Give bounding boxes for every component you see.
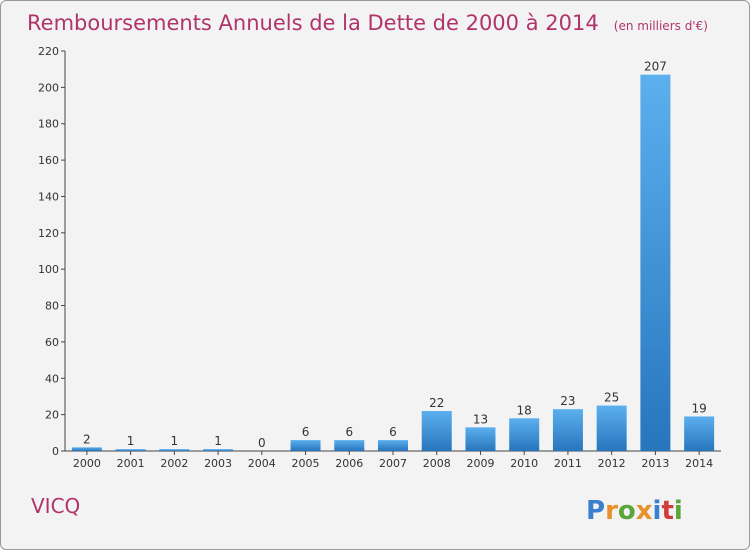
value-label-2001: 1 [127,434,135,448]
bars-group [71,74,715,452]
value-label-2002: 1 [171,434,179,448]
commune-name: VICQ [31,494,80,518]
bar-2000 [71,447,102,451]
bar-2006 [334,440,365,451]
x-tick-label: 2008 [423,457,451,470]
bar-2011 [552,409,583,451]
bar-2014 [684,416,715,451]
y-tick-label: 0 [52,445,59,458]
value-label-2009: 13 [473,412,488,426]
x-tick-label: 2007 [379,457,407,470]
bar-2010 [509,418,540,451]
value-label-2012: 25 [604,391,619,405]
value-label-2008: 22 [429,396,444,410]
y-tick-label: 60 [45,336,59,349]
value-label-2003: 1 [214,434,222,448]
value-label-2000: 2 [83,432,91,446]
x-tick-label: 2012 [598,457,626,470]
x-tick-label: 2005 [292,457,320,470]
x-tick-label: 2000 [73,457,101,470]
chart-title-group: Remboursements Annuels de la Dette de 20… [27,11,708,35]
value-label-2013: 207 [644,60,667,74]
x-tick-label: 2011 [554,457,582,470]
value-label-2006: 6 [345,425,353,439]
chart-unit: (en milliers d'€) [614,19,708,33]
proxiti-logo-text: Proxiti [586,496,683,526]
bar-2009 [465,427,496,451]
value-label-2010: 18 [517,403,532,417]
x-tick-label: 2001 [117,457,145,470]
bar-2008 [421,411,452,451]
x-tick-label: 2003 [204,457,232,470]
value-label-2005: 6 [302,425,310,439]
y-tick-label: 40 [45,372,59,385]
x-axis: 2000 2001 2002 2003 2004 2005 2006 2007 2008 2009… [65,450,721,470]
y-tick-label: 80 [45,300,59,313]
proxiti-logo: Proxiti [586,496,683,526]
y-tick-label: 20 [45,409,59,422]
value-label-2007: 6 [389,425,397,439]
y-tick-label: 120 [38,227,59,240]
y-tick-label: 220 [38,45,59,58]
value-labels-group: 2 1 1 1 0 6 6 6 22 13 18 23 25 207 19 [83,60,707,450]
y-tick-label: 140 [38,190,59,203]
bar-2007 [378,440,408,451]
y-tick-label: 180 [38,118,59,131]
chart-title: Remboursements Annuels de la Dette de 20… [27,11,599,35]
bar-2001 [115,449,146,451]
y-axis: 0 20 40 60 80 100 120 140 160 180 200 220 [38,45,66,458]
bar-2012 [596,405,627,451]
y-tick-label: 200 [38,81,59,94]
x-tick-label: 2002 [160,457,188,470]
x-tick-label: 2010 [510,457,538,470]
x-tick-label: 2006 [335,457,363,470]
x-tick-label: 2009 [466,457,494,470]
bar-2002 [159,449,190,451]
bar-2013 [640,74,671,452]
y-tick-label: 160 [38,154,59,167]
value-label-2004: 0 [258,436,266,450]
value-label-2011: 23 [560,394,575,408]
value-label-2014: 19 [691,401,706,415]
x-tick-label: 2014 [685,457,713,470]
x-tick-label: 2004 [248,457,276,470]
bar-2003 [203,449,234,451]
bar-2005 [290,440,321,451]
x-tick-label: 2013 [641,457,669,470]
y-tick-label: 100 [38,263,59,276]
